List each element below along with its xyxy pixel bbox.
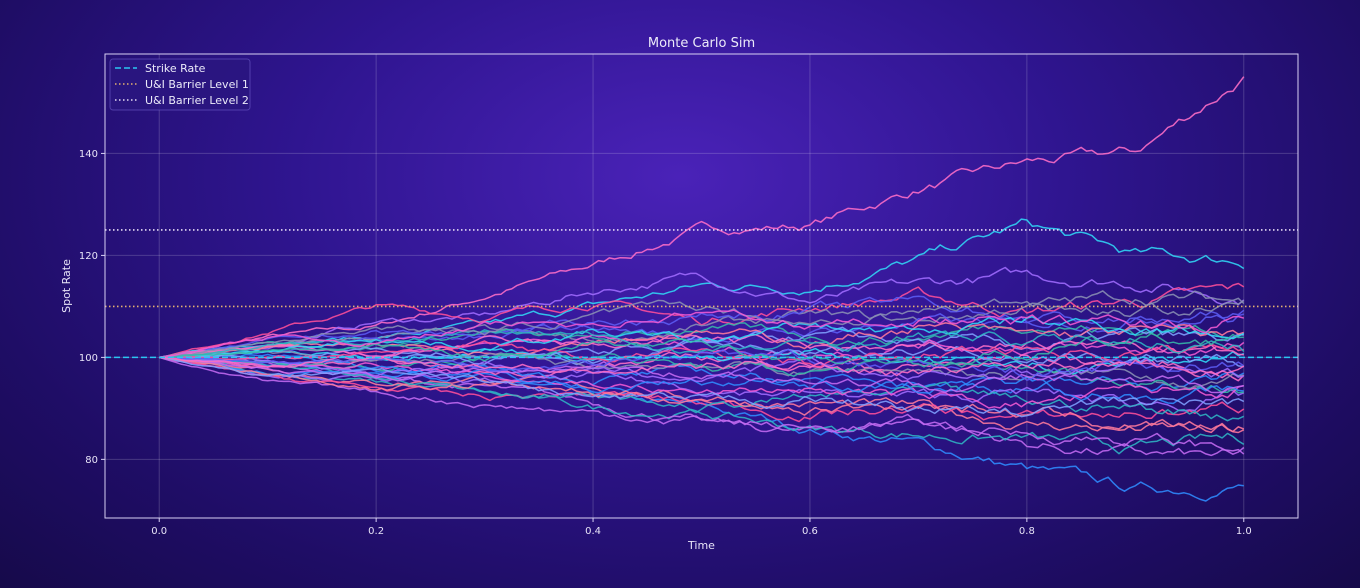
chart-title: Monte Carlo Sim — [648, 36, 755, 51]
x-tick-label: 0.2 — [368, 526, 384, 537]
simulation-path — [159, 76, 1245, 359]
simulation-paths — [158, 76, 1245, 502]
simulation-path — [159, 290, 1245, 359]
y-axis-label: Spot Rate — [60, 259, 73, 313]
legend-item-barrier-1: U&I Barrier Level 1 — [115, 78, 249, 91]
grid-layer — [105, 54, 1298, 518]
plot-frame — [104, 53, 1299, 519]
reference-lines — [105, 229, 1298, 359]
simulation-path — [159, 356, 1244, 409]
simulation-path — [159, 356, 1245, 455]
simulation-path — [159, 356, 1245, 418]
simulation-path — [159, 356, 1245, 434]
x-tick-label: 0.4 — [585, 526, 601, 537]
legend: Strike Rate U&I Barrier Level 1 U&I Barr… — [109, 58, 251, 111]
x-tick-label: 0.0 — [151, 526, 167, 537]
legend-item-strike-rate: Strike Rate — [115, 62, 206, 75]
legend-label-barrier-1: U&I Barrier Level 1 — [145, 78, 249, 91]
y-axis-ticks: 80 100 120 140 — [79, 149, 105, 466]
simulation-path — [159, 356, 1244, 383]
simulation-path — [159, 298, 1245, 359]
simulation-path — [159, 266, 1245, 359]
y-tick-label: 80 — [85, 455, 98, 466]
y-tick-label: 120 — [79, 251, 98, 262]
simulation-path — [159, 322, 1245, 359]
simulation-path — [158, 356, 1245, 455]
x-axis-ticks: 0.0 0.2 0.4 0.6 0.8 1.0 — [151, 518, 1252, 537]
x-tick-label: 0.6 — [802, 526, 818, 537]
legend-item-barrier-2: U&I Barrier Level 2 — [115, 94, 249, 107]
y-tick-label: 100 — [79, 353, 98, 364]
x-tick-label: 0.8 — [1019, 526, 1035, 537]
y-tick-label: 140 — [79, 149, 98, 160]
simulation-path — [159, 340, 1244, 368]
simulation-path — [159, 309, 1245, 359]
legend-label-strike-rate: Strike Rate — [145, 62, 206, 75]
simulation-path — [159, 329, 1245, 359]
legend-label-barrier-2: U&I Barrier Level 2 — [145, 94, 249, 107]
x-axis-label: Time — [687, 539, 715, 552]
legend-box — [109, 58, 251, 111]
simulation-path — [159, 348, 1245, 381]
x-tick-label: 1.0 — [1236, 526, 1252, 537]
simulation-path — [159, 332, 1244, 368]
